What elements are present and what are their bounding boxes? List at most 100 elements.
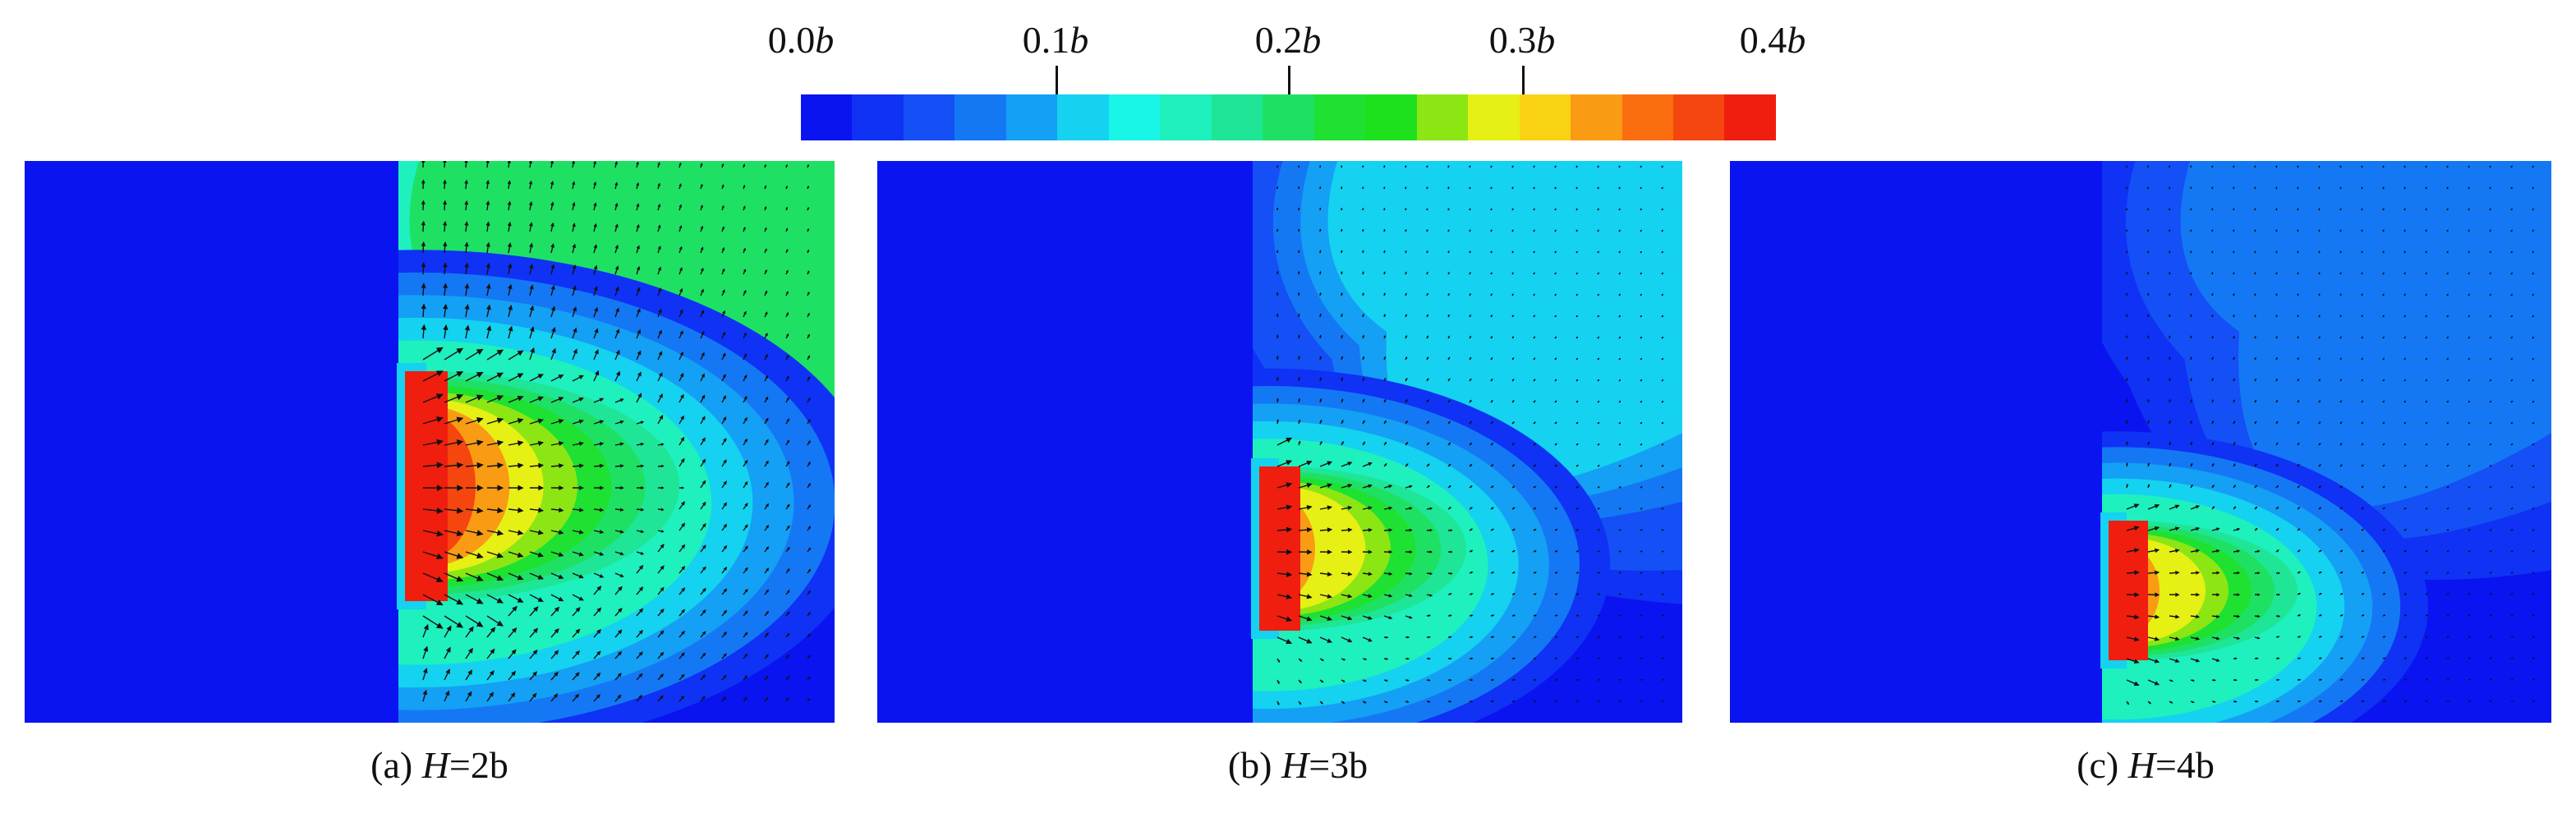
vector-arrowhead xyxy=(2468,529,2471,531)
vector-arrowhead xyxy=(2275,399,2278,402)
vector-arrowhead xyxy=(2175,592,2180,597)
vector-arrowhead xyxy=(1470,549,1474,553)
vector-arrowhead xyxy=(2125,356,2128,359)
vector-arrowhead xyxy=(1341,186,1343,189)
vector-arrowhead xyxy=(744,524,748,528)
vector-arrowhead xyxy=(1554,250,1557,253)
vector-arrowhead xyxy=(2237,549,2241,554)
vector-arrowhead xyxy=(518,507,524,513)
vector-arrowhead xyxy=(2468,315,2470,317)
vector-arrowhead xyxy=(2318,229,2321,232)
vector-arrowhead xyxy=(744,632,748,636)
vector-arrowhead xyxy=(659,393,663,398)
vector-arrowhead xyxy=(765,460,769,465)
colorbar-segment xyxy=(1108,94,1161,140)
vector-arrowhead xyxy=(2532,657,2535,659)
vector-arrowhead xyxy=(2154,526,2160,531)
vector-arrowhead xyxy=(764,185,766,188)
vector-arrowhead xyxy=(636,245,640,250)
vector-arrowhead xyxy=(765,439,769,443)
vector-arrowhead xyxy=(1362,164,1364,168)
vector-arrowhead xyxy=(530,347,535,353)
vector-arrowhead xyxy=(1491,442,1494,445)
vector-arrowhead xyxy=(2174,659,2180,663)
vector-arrowhead xyxy=(1576,229,1578,232)
vector-arrowhead xyxy=(1490,335,1493,338)
vector-arrowhead xyxy=(1276,397,1279,401)
vector-arrowhead xyxy=(640,508,645,512)
colorbar-segment xyxy=(1416,94,1469,140)
vector-arrowhead xyxy=(700,225,704,229)
vector-arrowhead xyxy=(1341,250,1343,252)
vector-arrowhead xyxy=(2275,420,2279,424)
vector-arrowhead xyxy=(2510,186,2513,189)
vector-arrowhead xyxy=(2216,571,2220,575)
vector-arrowhead xyxy=(2340,528,2344,531)
vector-arrowhead xyxy=(1447,356,1451,360)
vector-arrowhead xyxy=(2510,443,2514,446)
vector-arrowhead xyxy=(657,224,661,228)
vector-arrowhead xyxy=(640,551,645,555)
vector-arrowhead xyxy=(529,305,535,311)
vector-arrowhead xyxy=(578,552,584,557)
vector-arrowhead xyxy=(1447,292,1450,296)
vector-arrowhead xyxy=(2361,443,2364,445)
vector-arrowhead xyxy=(2195,658,2201,663)
vector-arrowhead xyxy=(2404,443,2407,446)
vector-arrowhead xyxy=(2277,700,2280,703)
vector-arrowhead xyxy=(572,223,576,227)
vector-field xyxy=(1276,164,1665,706)
vector-arrowhead xyxy=(1490,293,1493,296)
vector-arrowhead xyxy=(614,181,619,186)
vector-arrowhead xyxy=(2532,357,2535,361)
vector-arrowhead xyxy=(766,567,770,572)
vector-arrowhead xyxy=(723,609,728,614)
vector-arrowhead xyxy=(2404,678,2408,681)
vector-arrowhead xyxy=(744,653,748,657)
vector-arrowhead xyxy=(476,371,484,378)
vector-arrowhead xyxy=(658,308,662,314)
vector-arrowhead xyxy=(2425,421,2428,425)
vector-arrowhead xyxy=(2155,592,2160,597)
vector-arrowhead xyxy=(1640,357,1643,361)
vector-arrowhead xyxy=(1341,377,1344,380)
vector-arrowhead xyxy=(2532,315,2535,318)
vector-arrowhead xyxy=(1490,229,1493,232)
vector-arrowhead xyxy=(1576,357,1579,361)
vector-arrowhead xyxy=(1490,250,1493,253)
vector-arrowhead xyxy=(765,353,768,358)
vector-arrowhead xyxy=(593,264,598,270)
vector-arrowhead xyxy=(743,269,747,273)
vector-arrowhead xyxy=(807,376,811,379)
vector-arrowhead xyxy=(2446,336,2449,338)
vector-arrowhead xyxy=(2169,164,2171,168)
vector-arrowhead xyxy=(2211,250,2214,253)
vector-arrowhead xyxy=(559,485,564,491)
vector-arrowhead xyxy=(701,351,705,356)
colorbar-segment xyxy=(954,94,1006,140)
vector-arrowhead xyxy=(1640,508,1643,510)
vector-arrowhead xyxy=(1469,335,1472,338)
vector-arrowhead xyxy=(2276,528,2279,531)
vector-arrowhead xyxy=(1341,356,1343,359)
vector-arrowhead xyxy=(2169,356,2171,359)
vector-arrowhead xyxy=(2318,378,2321,381)
vector-arrowhead xyxy=(2361,379,2363,381)
vector-arrowhead xyxy=(1383,356,1387,359)
vector-arrowhead xyxy=(2362,528,2365,531)
vector-arrowhead xyxy=(1383,271,1386,274)
vector-arrowhead xyxy=(807,312,810,316)
vector-arrowhead xyxy=(446,625,452,632)
vector-arrowhead xyxy=(1327,572,1333,577)
vector-arrowhead xyxy=(2155,614,2160,619)
vector-arrowhead xyxy=(507,221,512,227)
vector-arrowhead xyxy=(1409,485,1413,489)
vector-arrowhead xyxy=(1491,420,1493,424)
vector-arrowhead xyxy=(2155,570,2160,576)
vector-arrowhead xyxy=(1368,549,1373,554)
vector-arrowhead xyxy=(496,349,504,356)
vector-arrowhead xyxy=(722,416,727,421)
vector-arrowhead xyxy=(807,439,811,443)
vector-arrowhead xyxy=(476,348,484,356)
vector-arrowhead xyxy=(2446,379,2450,382)
